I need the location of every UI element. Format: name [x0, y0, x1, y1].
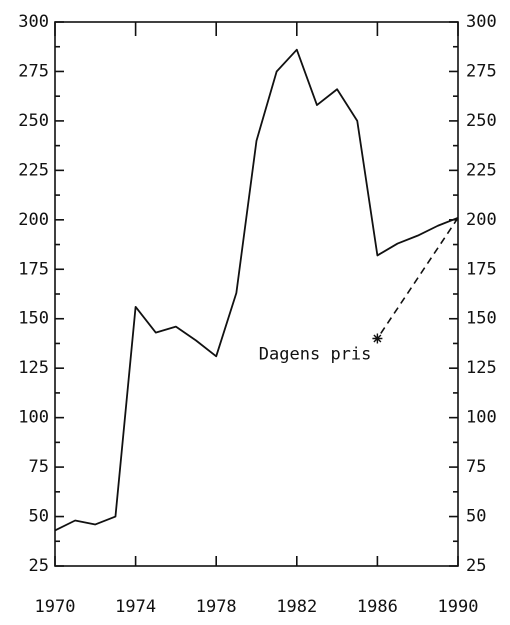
x-tick-label: 1978 — [196, 597, 237, 617]
y2-tick-label: 175 — [466, 259, 497, 279]
y2-tick-label: 150 — [466, 309, 497, 329]
annotation-arrow — [376, 217, 459, 339]
y2-tick-label: 75 — [466, 457, 486, 477]
y-tick-label: 175 — [18, 259, 49, 279]
y2-tick-label: 125 — [466, 358, 497, 378]
x-tick-label: 1990 — [438, 597, 479, 617]
data-line — [54, 48, 459, 532]
y-tick-label: 225 — [18, 160, 49, 180]
y2-tick-label: 50 — [466, 507, 486, 527]
annotation-marker — [372, 333, 383, 344]
y-tick-label: 150 — [18, 309, 49, 329]
y-tick-label: 250 — [18, 111, 49, 131]
x-tick-label: 1982 — [276, 597, 317, 617]
y2-tick-label: 250 — [466, 111, 497, 131]
y2-tick-label: 225 — [466, 160, 497, 180]
y-tick-label: 275 — [18, 61, 49, 81]
y2-tick-label: 200 — [466, 210, 497, 230]
y-tick-label: 125 — [18, 358, 49, 378]
y2-tick-label: 275 — [466, 61, 497, 81]
y-tick-label: 100 — [18, 408, 49, 428]
x-tick-label: 1986 — [357, 597, 398, 617]
annotation-text: Dagens pris — [259, 345, 372, 365]
y-tick-label: 75 — [29, 457, 49, 477]
y2-tick-label: 25 — [466, 556, 486, 576]
y-tick-label: 300 — [18, 12, 49, 32]
x-tick-label: 1970 — [35, 597, 76, 617]
x-tick-label: 1974 — [115, 597, 156, 617]
y2-tick-label: 300 — [466, 12, 497, 32]
y2-tick-label: 100 — [466, 408, 497, 428]
y-tick-label: 25 — [29, 556, 49, 576]
y-tick-label: 200 — [18, 210, 49, 230]
y-tick-label: 50 — [29, 507, 49, 527]
plot-frame — [54, 21, 459, 567]
